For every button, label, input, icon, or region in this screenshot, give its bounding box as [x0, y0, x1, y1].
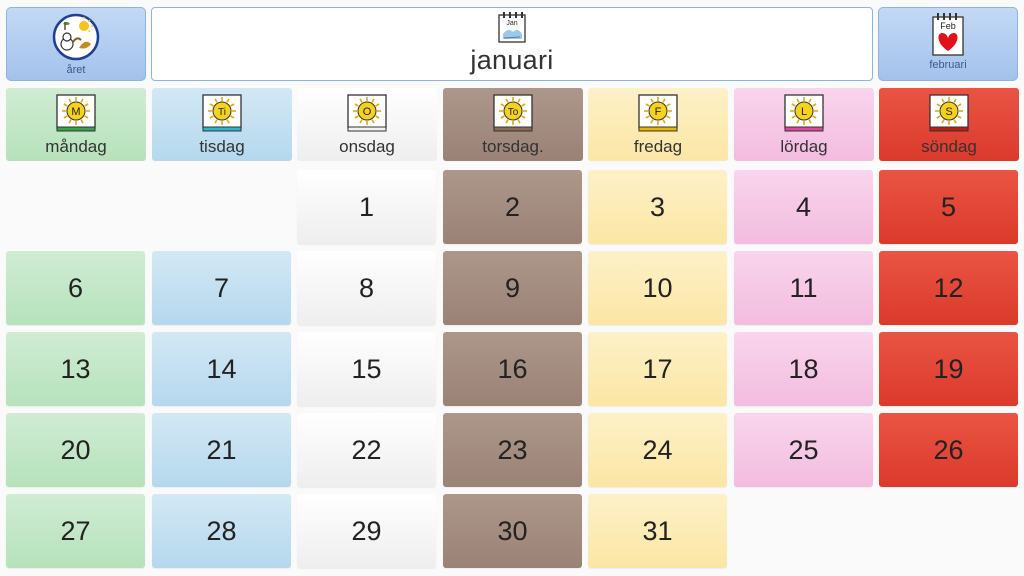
weekday-header-4[interactable]: To torsdag.: [443, 88, 583, 161]
day-cell[interactable]: 15: [297, 332, 436, 406]
weekday-name: söndag: [921, 137, 977, 156]
weekday-letter: Ti: [218, 107, 226, 118]
day-cell[interactable]: 4: [734, 170, 873, 244]
day-cell[interactable]: 24: [588, 413, 727, 487]
year-seasons-icon: [52, 13, 100, 61]
day-cell[interactable]: 22: [297, 413, 436, 487]
day-cell[interactable]: 18: [734, 332, 873, 406]
day-cell[interactable]: 1: [297, 170, 436, 244]
day-cell[interactable]: 2: [443, 170, 582, 244]
day-cell[interactable]: 10: [588, 251, 727, 325]
weekday-sun-icon: To: [493, 94, 533, 132]
weekday-name: onsdag: [339, 137, 395, 156]
weekday-letter: L: [801, 106, 807, 118]
weekday-name: torsdag.: [482, 137, 544, 156]
day-cell[interactable]: 11: [734, 251, 873, 325]
february-heart-icon: Feb: [932, 13, 964, 56]
day-cell[interactable]: 5: [879, 170, 1018, 244]
day-cell[interactable]: 20: [6, 413, 145, 487]
day-cell[interactable]: 9: [443, 251, 582, 325]
calendar-page-icon: Jan: [498, 12, 526, 43]
weekday-sun-icon: M: [56, 94, 96, 132]
weekday-letter: To: [508, 107, 519, 118]
day-cell[interactable]: 6: [6, 251, 145, 325]
day-cell[interactable]: 31: [588, 494, 727, 568]
year-button[interactable]: året: [6, 7, 146, 81]
weekday-sun-icon: S: [929, 94, 969, 132]
calendar-icon-text: Jan: [506, 20, 517, 27]
next-month-button-label: februari: [929, 59, 967, 71]
weekday-letter: S: [945, 106, 952, 118]
weekday-letter: O: [363, 106, 372, 118]
day-cell[interactable]: 14: [152, 332, 291, 406]
day-cell[interactable]: 8: [297, 251, 436, 325]
weekday-sun-icon: F: [638, 94, 678, 132]
month-title: Jan januari: [151, 7, 873, 81]
month-label: januari: [470, 45, 554, 75]
day-cell[interactable]: 26: [879, 413, 1018, 487]
day-cell[interactable]: 30: [443, 494, 582, 568]
day-cell[interactable]: 28: [152, 494, 291, 568]
day-cell[interactable]: 3: [588, 170, 727, 244]
day-cell[interactable]: 16: [443, 332, 582, 406]
weekday-name: tisdag: [199, 137, 245, 156]
day-cell[interactable]: 12: [879, 251, 1018, 325]
day-cell[interactable]: 19: [879, 332, 1018, 406]
february-icon-text: Feb: [940, 21, 956, 31]
day-cell[interactable]: 29: [297, 494, 436, 568]
day-cell[interactable]: 21: [152, 413, 291, 487]
weekday-name: fredag: [633, 137, 683, 156]
day-cell[interactable]: 13: [6, 332, 145, 406]
weekday-header-2[interactable]: Ti tisdag: [152, 88, 292, 161]
weekday-sun-icon: O: [347, 94, 387, 132]
weekday-letter: M: [71, 106, 80, 118]
weekday-name: måndag: [45, 137, 107, 156]
year-button-label: året: [66, 64, 86, 76]
weekday-name: lördag: [780, 137, 828, 156]
weekday-sun-icon: L: [784, 94, 824, 132]
weekday-letter: F: [655, 106, 662, 118]
day-cell[interactable]: 17: [588, 332, 727, 406]
day-cell[interactable]: 27: [6, 494, 145, 568]
day-cell[interactable]: 25: [734, 413, 873, 487]
next-month-button[interactable]: Feb februari: [878, 7, 1018, 81]
day-cell[interactable]: 23: [443, 413, 582, 487]
day-cell[interactable]: 7: [152, 251, 291, 325]
weekday-sun-icon: Ti: [202, 94, 242, 132]
